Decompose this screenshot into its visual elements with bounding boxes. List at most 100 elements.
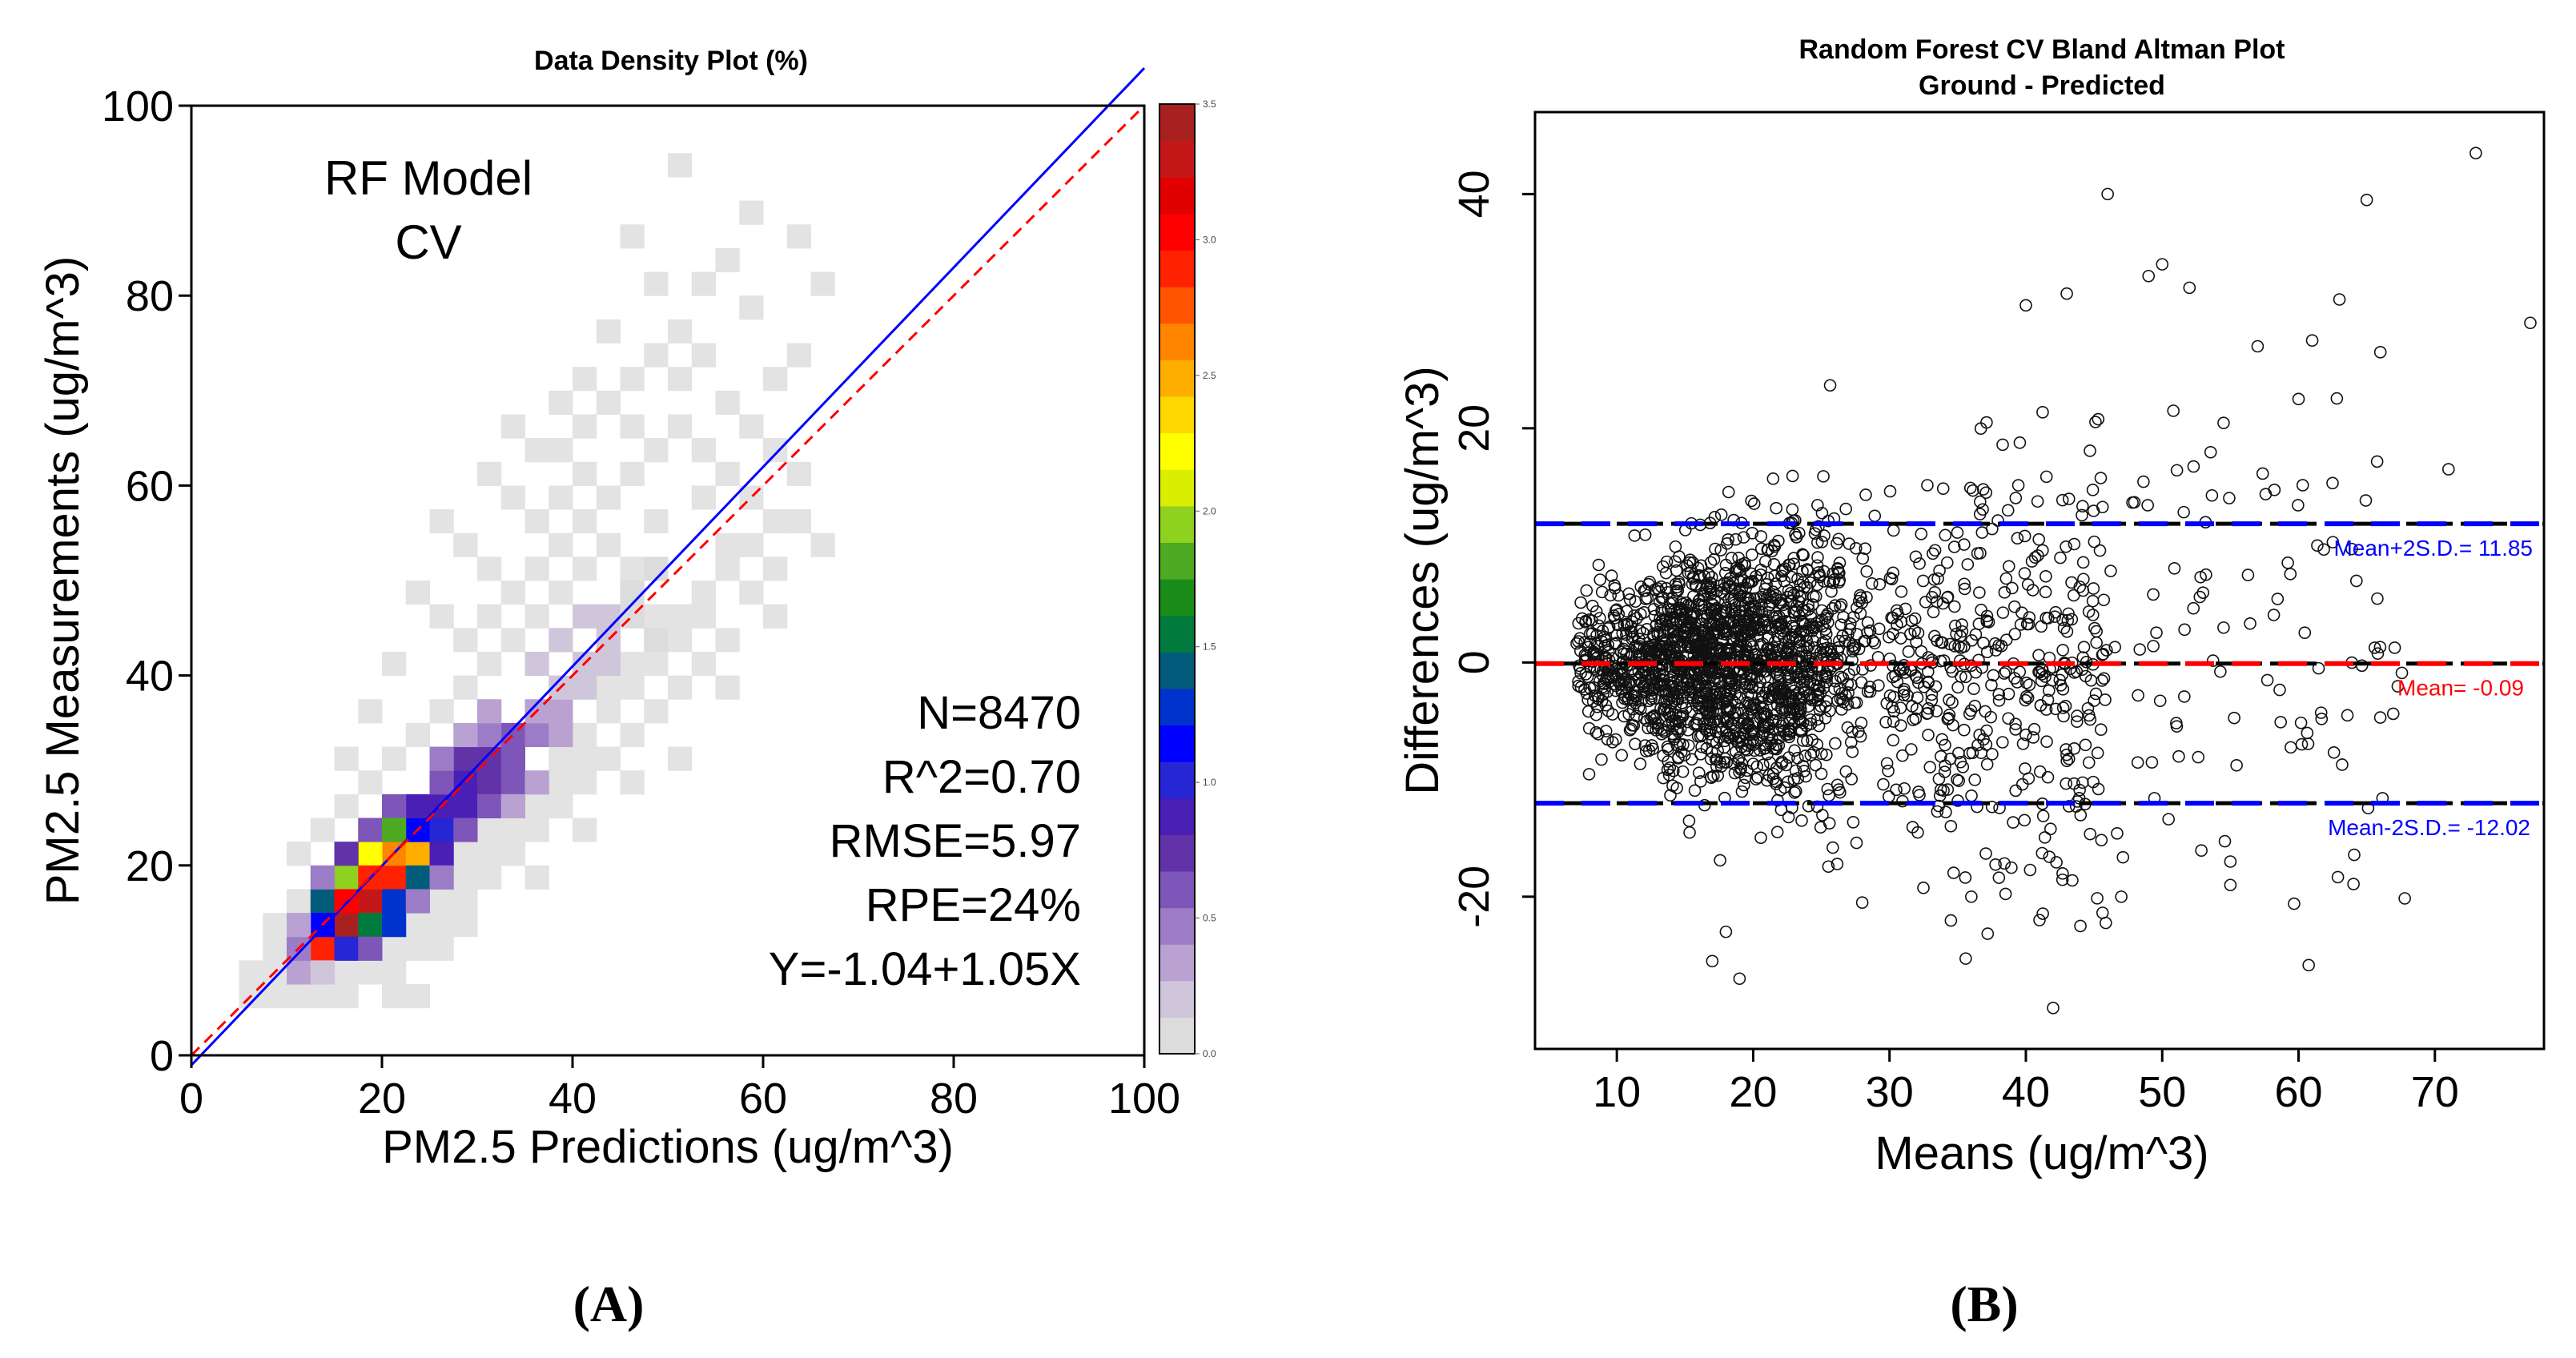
scatter-point (1732, 562, 1746, 576)
colorbar-tick-label: 1.0 (1203, 777, 1216, 788)
scatter-point (1633, 649, 1646, 662)
density-cell-sparse (477, 556, 502, 581)
scatter-point (1817, 649, 1830, 662)
scatter-point (1828, 599, 1842, 612)
density-cell (334, 842, 359, 866)
scatter-point (2167, 404, 2180, 417)
scatter-point (1682, 724, 1694, 737)
density-cell-sparse (668, 628, 693, 653)
scatter-point (1708, 603, 1721, 617)
scatter-point (1965, 634, 1979, 647)
scatter-point (1738, 713, 1750, 725)
panel-a-ytick-label: 40 (126, 653, 174, 701)
density-cell-sparse (763, 367, 788, 392)
density-cell (524, 722, 549, 748)
scatter-point (1638, 681, 1651, 693)
scatter-point (1605, 569, 1618, 582)
density-cell (620, 581, 645, 605)
scatter-point (1622, 692, 1635, 705)
panel-a-title: Data Density Plot (%) (534, 46, 808, 76)
density-cell-sparse (739, 200, 764, 225)
scatter-point (1832, 532, 1845, 546)
scatter-point (1751, 771, 1765, 784)
density-cell (524, 770, 549, 795)
scatter-point (2217, 416, 2230, 429)
scatter-point (1620, 605, 1634, 618)
scatter-point (1681, 620, 1694, 633)
scatter-point (1699, 606, 1713, 620)
scatter-point (1696, 700, 1709, 713)
scatter-point (1844, 736, 1858, 749)
panel-b: Random Forest CV Bland Altman Plot Groun… (1397, 34, 2546, 1179)
density-cell (405, 889, 430, 914)
scatter-point (2009, 784, 2023, 798)
scatter-point (2073, 581, 2087, 593)
scatter-point (1806, 621, 1818, 633)
scatter-point (1654, 612, 1667, 625)
scatter-point (1980, 615, 1994, 629)
scatter-point (2336, 758, 2349, 771)
scatter-point (1754, 568, 1767, 581)
scatter-point (2091, 892, 2104, 905)
scatter-point (1891, 608, 1904, 621)
scatter-point (2204, 445, 2217, 459)
density-cell (429, 842, 454, 866)
scatter-point (1639, 584, 1652, 597)
scatter-point (1746, 527, 1759, 540)
scatter-point (1984, 710, 1998, 724)
scatter-point (1725, 552, 1738, 564)
scatter-point (2040, 470, 2053, 484)
density-cell (405, 842, 430, 866)
scatter-point (1959, 670, 1972, 684)
scatter-point (1693, 593, 1706, 606)
scatter-point (2060, 777, 2072, 790)
scatter-point (2062, 752, 2076, 765)
panel-a-colorbar-frame (1159, 103, 1196, 1055)
scatter-point (2021, 691, 2035, 705)
panel-b-label: (B) (1950, 1276, 2018, 1332)
density-cell (596, 604, 621, 629)
scatter-point (1674, 601, 1686, 614)
scatter-point (2312, 661, 2325, 675)
scatter-point (1616, 626, 1630, 640)
scatter-point (1669, 540, 1682, 553)
density-cell-sparse (715, 532, 740, 557)
scatter-point (1956, 761, 1970, 773)
density-cell-sparse (549, 485, 573, 510)
scatter-point (1676, 696, 1689, 709)
scatter-point (2298, 626, 2312, 639)
scatter-point (1599, 725, 1613, 737)
scatter-point (1897, 689, 1911, 701)
scatter-point (2062, 492, 2076, 505)
scatter-point (1820, 748, 1833, 761)
density-cell-sparse (620, 224, 645, 249)
scatter-point (1710, 760, 1723, 773)
scatter-point (1634, 624, 1646, 637)
scatter-point (1815, 613, 1829, 626)
density-cell-sparse (739, 532, 764, 557)
scatter-point (1779, 615, 1792, 628)
scatter-point (1958, 577, 1971, 591)
density-cell-sparse (524, 556, 549, 581)
panel-a-lines (190, 66, 1146, 1067)
scatter-point (2061, 613, 2075, 627)
scatter-point (1939, 806, 1952, 819)
scatter-point (1928, 586, 1942, 599)
colorbar-swatch (1159, 944, 1195, 982)
scatter-point (2196, 586, 2210, 599)
scatter-point-extreme (2019, 299, 2032, 312)
scatter-point (1773, 610, 1786, 623)
scatter-point (2023, 678, 2036, 691)
scatter-point (2035, 846, 2049, 860)
scatter-point (2011, 532, 2024, 545)
scatter-point (1801, 581, 1814, 594)
density-cell-sparse (239, 960, 263, 985)
scatter-point (1570, 637, 1583, 650)
density-cell-sparse (739, 414, 764, 439)
scatter-point (1985, 800, 1999, 814)
scatter-point (1968, 773, 1982, 786)
scatter-point (1896, 749, 1909, 762)
density-cell (477, 699, 502, 724)
scatter-point (1865, 577, 1879, 590)
density-cell-sparse (358, 960, 383, 985)
